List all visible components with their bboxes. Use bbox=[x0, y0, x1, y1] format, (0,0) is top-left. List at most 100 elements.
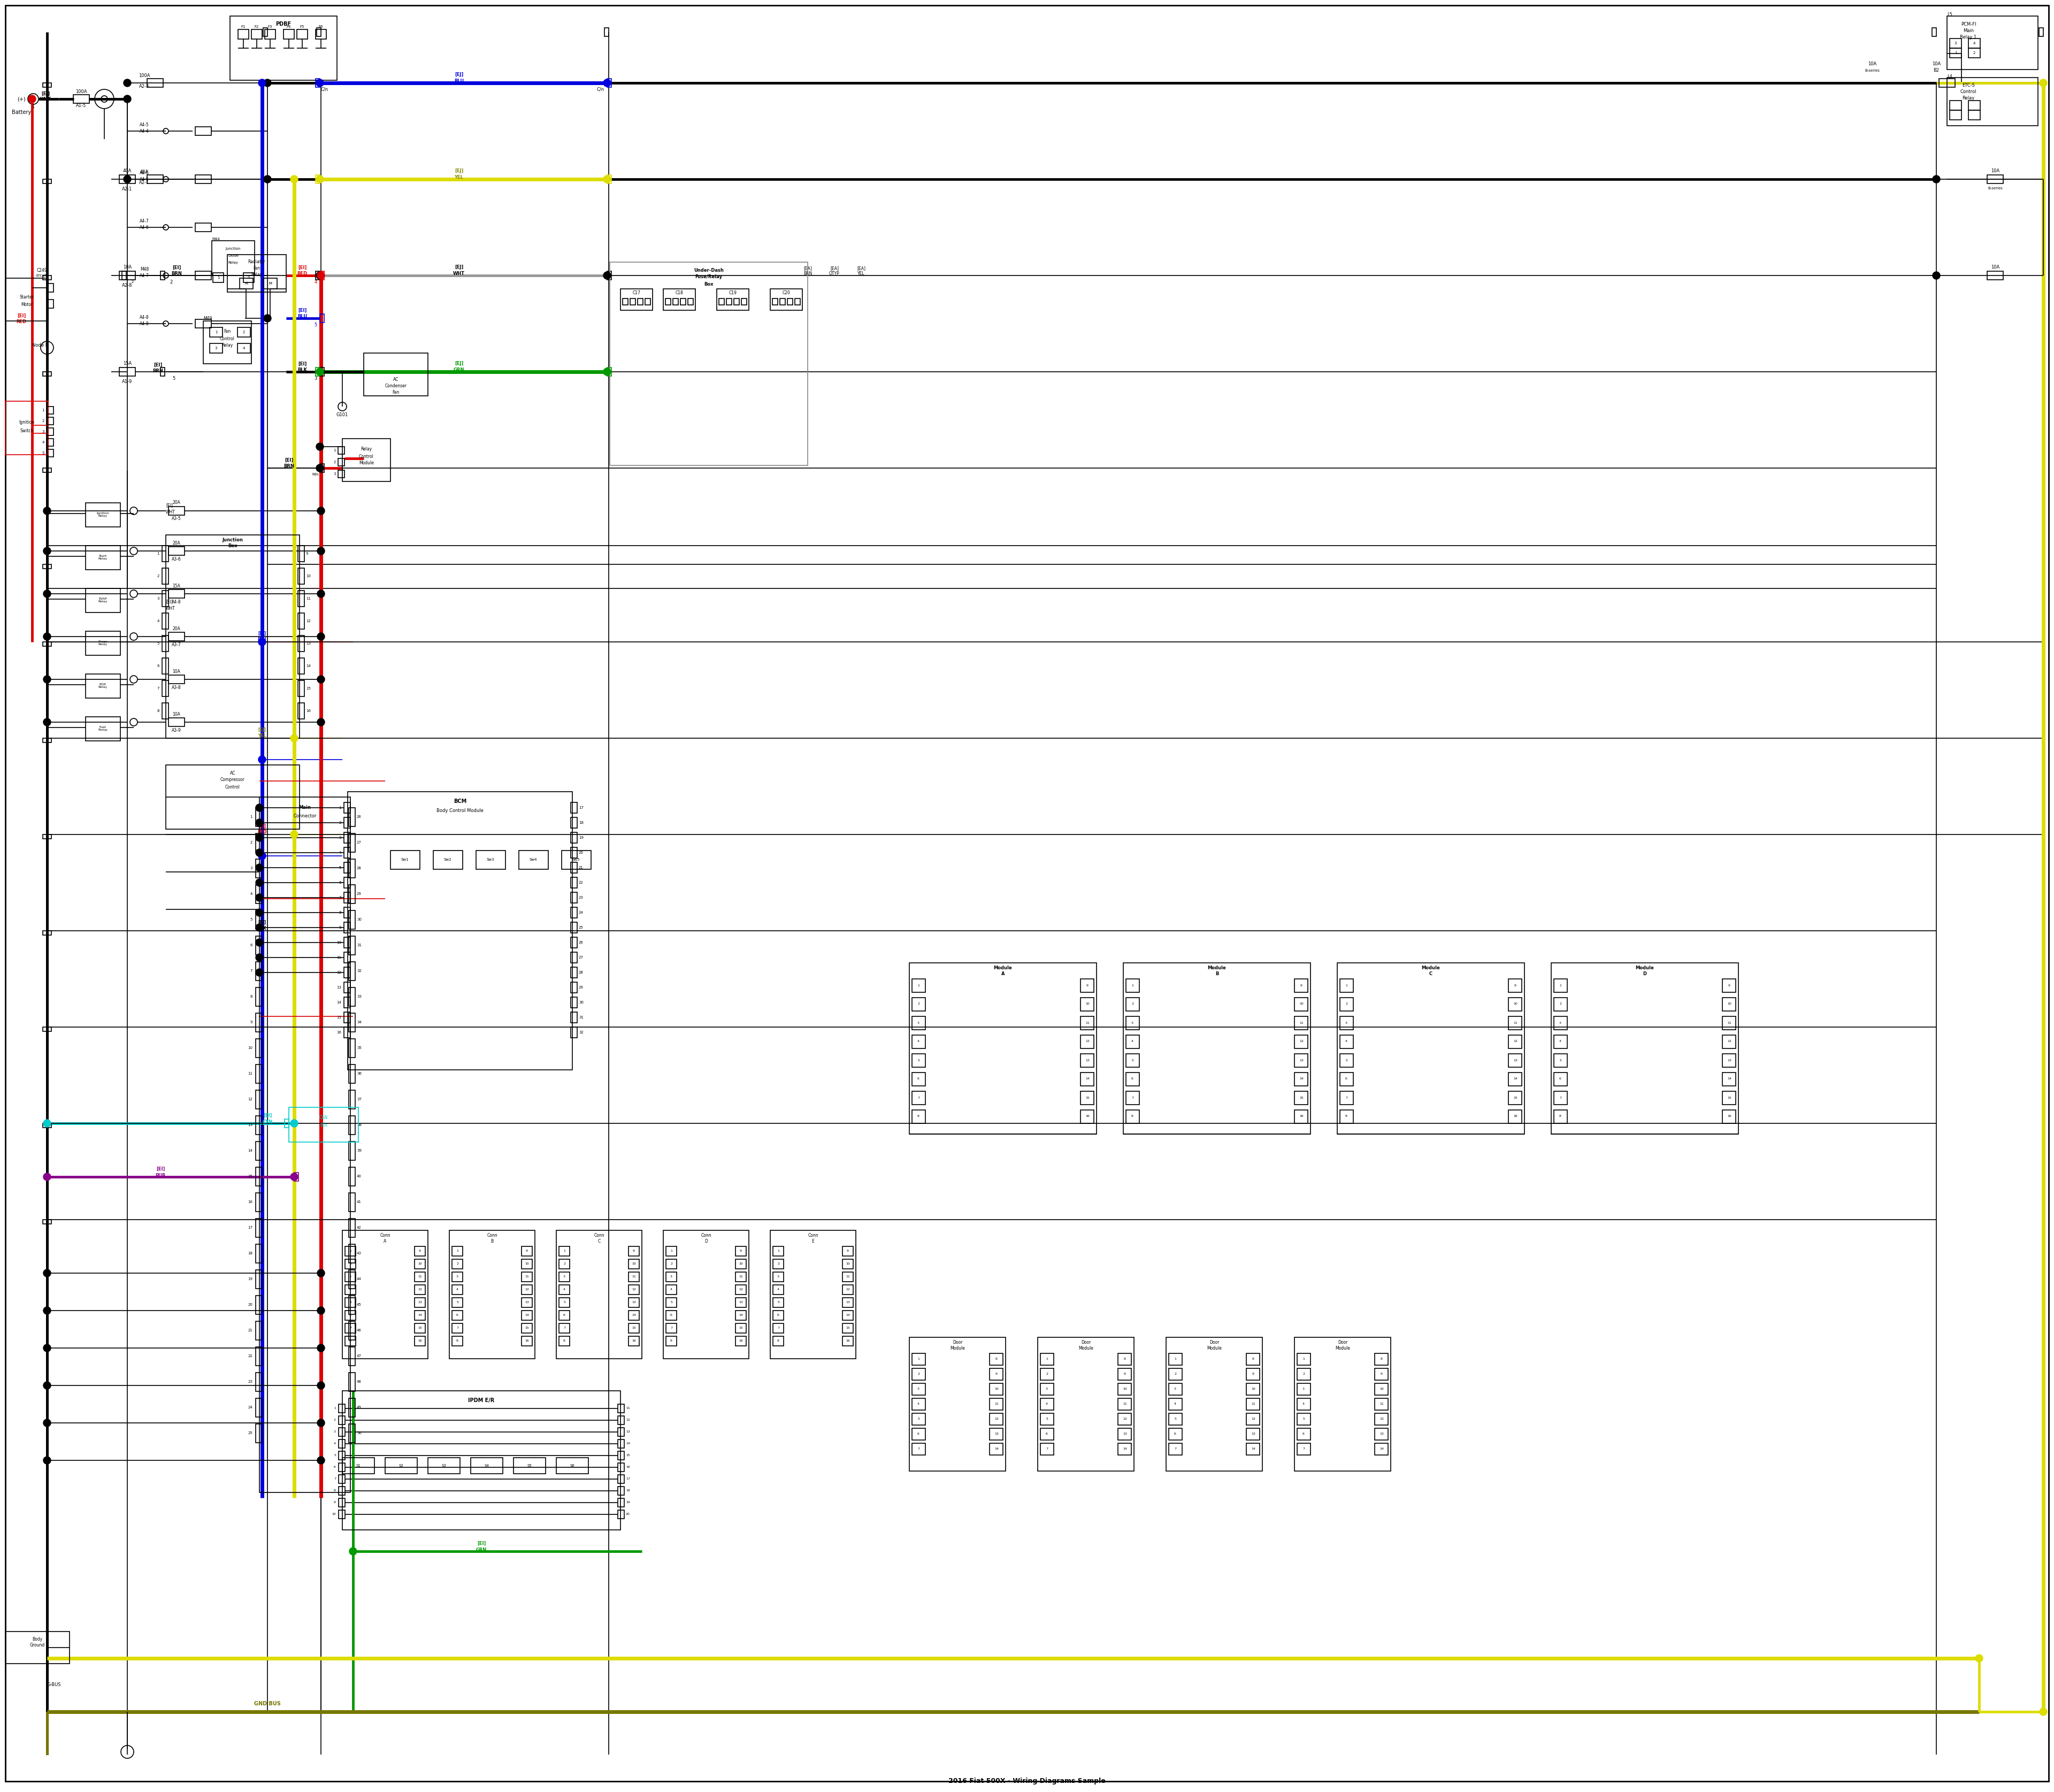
Bar bbox=[1723, 1109, 1736, 1124]
Circle shape bbox=[255, 833, 263, 842]
Bar bbox=[298, 658, 304, 674]
Bar bbox=[842, 1297, 852, 1308]
Text: Ignition
Relay: Ignition Relay bbox=[97, 513, 109, 518]
Bar bbox=[349, 833, 355, 853]
Bar bbox=[210, 344, 222, 353]
Bar bbox=[1298, 1414, 1310, 1425]
Bar bbox=[990, 1398, 1002, 1410]
Text: [EI]: [EI] bbox=[298, 308, 306, 312]
Bar bbox=[571, 1027, 577, 1038]
Bar bbox=[842, 1260, 852, 1269]
Text: 5: 5 bbox=[918, 1417, 920, 1421]
Text: 4: 4 bbox=[776, 1288, 778, 1290]
Text: 1: 1 bbox=[41, 409, 45, 412]
Bar bbox=[1247, 1369, 1259, 1380]
Circle shape bbox=[43, 1419, 51, 1426]
Text: 32: 32 bbox=[579, 1030, 583, 1034]
Bar bbox=[255, 1425, 263, 1443]
Circle shape bbox=[255, 969, 263, 977]
Bar bbox=[339, 1487, 345, 1495]
Bar bbox=[349, 1296, 355, 1314]
Text: [EJ]: [EJ] bbox=[454, 265, 464, 271]
Bar bbox=[1298, 1353, 1310, 1366]
Text: A4-5: A4-5 bbox=[140, 122, 150, 127]
Text: 10A: 10A bbox=[1867, 61, 1877, 66]
Bar bbox=[1117, 1398, 1132, 1410]
Text: Relay: Relay bbox=[251, 272, 263, 278]
Bar bbox=[608, 271, 612, 280]
Bar bbox=[43, 276, 51, 280]
Text: 20A: 20A bbox=[173, 541, 181, 545]
Circle shape bbox=[255, 894, 263, 901]
Text: 6: 6 bbox=[776, 1314, 778, 1317]
Bar bbox=[912, 1091, 926, 1104]
Text: 9: 9 bbox=[251, 1021, 253, 1023]
Text: Module
D: Module D bbox=[1635, 966, 1653, 977]
Bar bbox=[349, 1116, 355, 1134]
Text: F1: F1 bbox=[240, 25, 246, 29]
Bar bbox=[240, 278, 253, 289]
Text: 1: 1 bbox=[251, 815, 253, 819]
Circle shape bbox=[123, 176, 131, 183]
Text: 12: 12 bbox=[249, 1098, 253, 1100]
Text: [EA]: [EA] bbox=[857, 267, 865, 271]
Bar bbox=[571, 803, 577, 814]
Text: 15: 15 bbox=[306, 686, 310, 690]
Text: C20: C20 bbox=[783, 290, 791, 296]
Text: 9: 9 bbox=[1727, 984, 1729, 987]
Bar bbox=[148, 176, 162, 183]
Bar bbox=[1555, 998, 1567, 1011]
Text: 18: 18 bbox=[626, 1489, 631, 1493]
Bar bbox=[255, 1373, 263, 1391]
Bar bbox=[910, 962, 1097, 1134]
Bar bbox=[1968, 38, 1980, 48]
Bar bbox=[1298, 1369, 1310, 1380]
Text: 16: 16 bbox=[626, 1466, 631, 1469]
Circle shape bbox=[43, 1120, 51, 1127]
Bar bbox=[618, 1498, 624, 1507]
Bar bbox=[1339, 1109, 1354, 1124]
Text: M: M bbox=[269, 281, 271, 285]
Bar bbox=[1508, 1054, 1522, 1068]
Text: A2-8: A2-8 bbox=[121, 283, 134, 287]
Bar bbox=[415, 1297, 425, 1308]
Text: AC: AC bbox=[230, 771, 236, 776]
Text: F2: F2 bbox=[255, 25, 259, 29]
Bar bbox=[1041, 1443, 1054, 1455]
Bar bbox=[1949, 48, 1962, 57]
Text: 1: 1 bbox=[349, 1249, 351, 1253]
Text: 13: 13 bbox=[1300, 1059, 1304, 1061]
Text: 40A: 40A bbox=[123, 168, 131, 174]
Circle shape bbox=[316, 1419, 325, 1426]
Bar bbox=[47, 283, 53, 292]
Text: Control: Control bbox=[359, 453, 374, 459]
Text: S6: S6 bbox=[569, 1464, 575, 1468]
Bar bbox=[772, 1297, 785, 1308]
Text: 44: 44 bbox=[357, 1278, 362, 1281]
Text: 11: 11 bbox=[417, 1276, 421, 1278]
Bar bbox=[349, 1373, 355, 1391]
Text: 1: 1 bbox=[156, 552, 160, 556]
Text: WHT: WHT bbox=[454, 271, 464, 276]
Bar bbox=[339, 446, 345, 453]
Text: Relay 1: Relay 1 bbox=[1960, 34, 1976, 39]
Bar bbox=[166, 765, 300, 830]
Text: 100A: 100A bbox=[140, 73, 150, 79]
Circle shape bbox=[1976, 1654, 1982, 1661]
Bar bbox=[990, 1369, 1002, 1380]
Text: 4: 4 bbox=[1175, 1403, 1177, 1405]
Text: 14: 14 bbox=[994, 1448, 998, 1450]
Bar bbox=[343, 1231, 427, 1358]
Bar bbox=[618, 1428, 624, 1435]
Bar bbox=[255, 1167, 263, 1186]
Text: 5: 5 bbox=[173, 376, 175, 380]
Text: 18: 18 bbox=[249, 1253, 253, 1254]
Text: F5: F5 bbox=[300, 25, 304, 29]
Bar bbox=[347, 792, 573, 1070]
Bar bbox=[255, 1142, 263, 1159]
Bar bbox=[1126, 1054, 1140, 1068]
Bar bbox=[1339, 1091, 1354, 1104]
Bar bbox=[1968, 48, 1980, 57]
Bar bbox=[1374, 1414, 1389, 1425]
Text: M: M bbox=[244, 281, 249, 285]
